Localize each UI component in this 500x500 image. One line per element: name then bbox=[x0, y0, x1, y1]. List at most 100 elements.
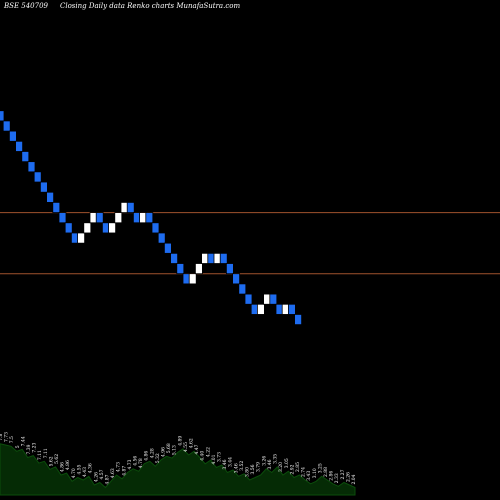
price-label: 4.55 bbox=[76, 464, 82, 474]
price-label: 2.33 bbox=[334, 473, 340, 483]
renko-brick bbox=[232, 273, 241, 285]
price-label: 3.46 bbox=[222, 459, 228, 469]
renko-brick bbox=[294, 314, 303, 326]
chart-symbol: BSE 540709 bbox=[3, 2, 49, 10]
price-label: 4.40 bbox=[200, 451, 206, 461]
price-label: 4.96 bbox=[160, 447, 166, 457]
price-label: 5.62 bbox=[54, 454, 60, 464]
price-label: 7.11 bbox=[37, 450, 43, 460]
volume-area bbox=[0, 443, 356, 496]
renko-brick bbox=[2, 120, 11, 132]
price-label: 3.43 bbox=[306, 471, 312, 481]
renko-brick bbox=[244, 293, 253, 305]
price-label: 3.35 bbox=[273, 454, 279, 464]
renko-brick bbox=[188, 273, 197, 285]
renko-brick bbox=[287, 303, 296, 315]
price-label: 3.56 bbox=[250, 464, 256, 474]
price-label: 2.26 bbox=[345, 472, 351, 482]
price-label: 4.89 bbox=[177, 436, 183, 446]
renko-brick bbox=[157, 232, 166, 244]
price-label: 4.87 bbox=[104, 474, 110, 484]
renko-brick bbox=[46, 191, 54, 203]
renko-brick bbox=[83, 222, 92, 234]
price-label: 2.85 bbox=[295, 462, 301, 472]
price-labels: 7.8 7.73 7.557.447.39 7.237.11 7.115.62 5.624… bbox=[0, 432, 357, 485]
price-label: 7.39 bbox=[26, 444, 32, 454]
price-label: 4.26 bbox=[93, 472, 99, 482]
price-label: 3.20 bbox=[278, 462, 284, 472]
price-label: 3.46 bbox=[267, 459, 273, 469]
renko-brick bbox=[219, 252, 228, 264]
price-label: 3.52 bbox=[239, 461, 245, 471]
price-label: 2.86 bbox=[329, 471, 335, 481]
renko-brick bbox=[52, 202, 61, 213]
renko-brick bbox=[269, 293, 278, 305]
renko-brick bbox=[108, 222, 116, 234]
price-label: 3.05 bbox=[284, 458, 290, 468]
renko-brick bbox=[163, 242, 172, 254]
renko-brick bbox=[95, 212, 104, 224]
renko-brick bbox=[114, 212, 123, 224]
renko-brick bbox=[33, 171, 42, 183]
price-label: 2.27 bbox=[340, 469, 346, 479]
price-label: 4.36 bbox=[88, 463, 94, 473]
price-label: 3.26 bbox=[261, 456, 267, 466]
renko-brick bbox=[145, 212, 154, 224]
price-label: 5.68 bbox=[166, 443, 172, 453]
renko-brick bbox=[58, 212, 67, 224]
price-label: 3.80 bbox=[245, 467, 251, 477]
price-label: 4.56 bbox=[132, 456, 138, 466]
chart-header: Closing Daily data Renko charts MunafaSu… bbox=[60, 2, 240, 10]
price-label: 7.23 bbox=[32, 442, 38, 452]
renko-brick bbox=[27, 161, 36, 173]
price-label: 4.86 bbox=[60, 462, 66, 472]
price-label: 3.79 bbox=[256, 462, 262, 472]
renko-brick bbox=[151, 222, 160, 234]
price-label: 4.43 bbox=[82, 467, 88, 477]
renko-brick bbox=[64, 222, 73, 234]
price-label: 2.04 bbox=[351, 474, 357, 484]
price-label: 4.47 bbox=[194, 444, 200, 454]
price-label: 4.62 bbox=[189, 438, 195, 448]
price-label: 4.86 bbox=[144, 451, 150, 461]
price-label: 4.01 bbox=[211, 454, 217, 464]
price-label: 5.32 bbox=[155, 453, 161, 463]
price-label: 3.73 bbox=[217, 452, 223, 462]
price-label: 2.92 bbox=[289, 464, 295, 474]
renko-brick bbox=[77, 232, 85, 244]
price-label: 4.55 bbox=[183, 442, 189, 452]
renko-brick bbox=[40, 181, 48, 193]
price-label: 7.44 bbox=[20, 436, 26, 446]
price-label: 7.11 bbox=[43, 448, 49, 458]
renko-brick bbox=[0, 110, 5, 122]
price-label: 4.28 bbox=[149, 448, 155, 458]
price-label: 3.44 bbox=[228, 457, 234, 467]
price-label: 7.73 bbox=[4, 432, 10, 442]
price-label: 5.13 bbox=[172, 445, 178, 455]
reference-lines bbox=[0, 212, 500, 275]
renko-brick bbox=[170, 252, 179, 264]
price-label: 7.8 bbox=[0, 433, 4, 440]
renko-brick bbox=[225, 263, 234, 275]
price-label: 2.88 bbox=[323, 467, 329, 477]
price-label: 5.62 bbox=[48, 456, 54, 466]
renko-brick bbox=[256, 303, 265, 315]
renko-brick bbox=[176, 263, 185, 275]
price-label: 4.22 bbox=[205, 447, 211, 457]
renko-bricks bbox=[0, 110, 303, 326]
price-label: 4.73 bbox=[127, 459, 133, 469]
price-label: 4.73 bbox=[116, 462, 122, 472]
price-label: 4.86 bbox=[65, 460, 71, 470]
renko-brick bbox=[8, 130, 17, 142]
price-label: 3.10 bbox=[312, 468, 318, 478]
renko-brick bbox=[238, 283, 247, 295]
price-label: 5 bbox=[15, 445, 21, 448]
renko-brick bbox=[126, 202, 135, 213]
price-label: 3.25 bbox=[317, 463, 323, 473]
price-label: 4.57 bbox=[99, 469, 105, 479]
price-label: 4.78 bbox=[138, 458, 144, 468]
price-label: 4.87 bbox=[121, 466, 127, 476]
price-label: 4.70 bbox=[71, 468, 77, 478]
